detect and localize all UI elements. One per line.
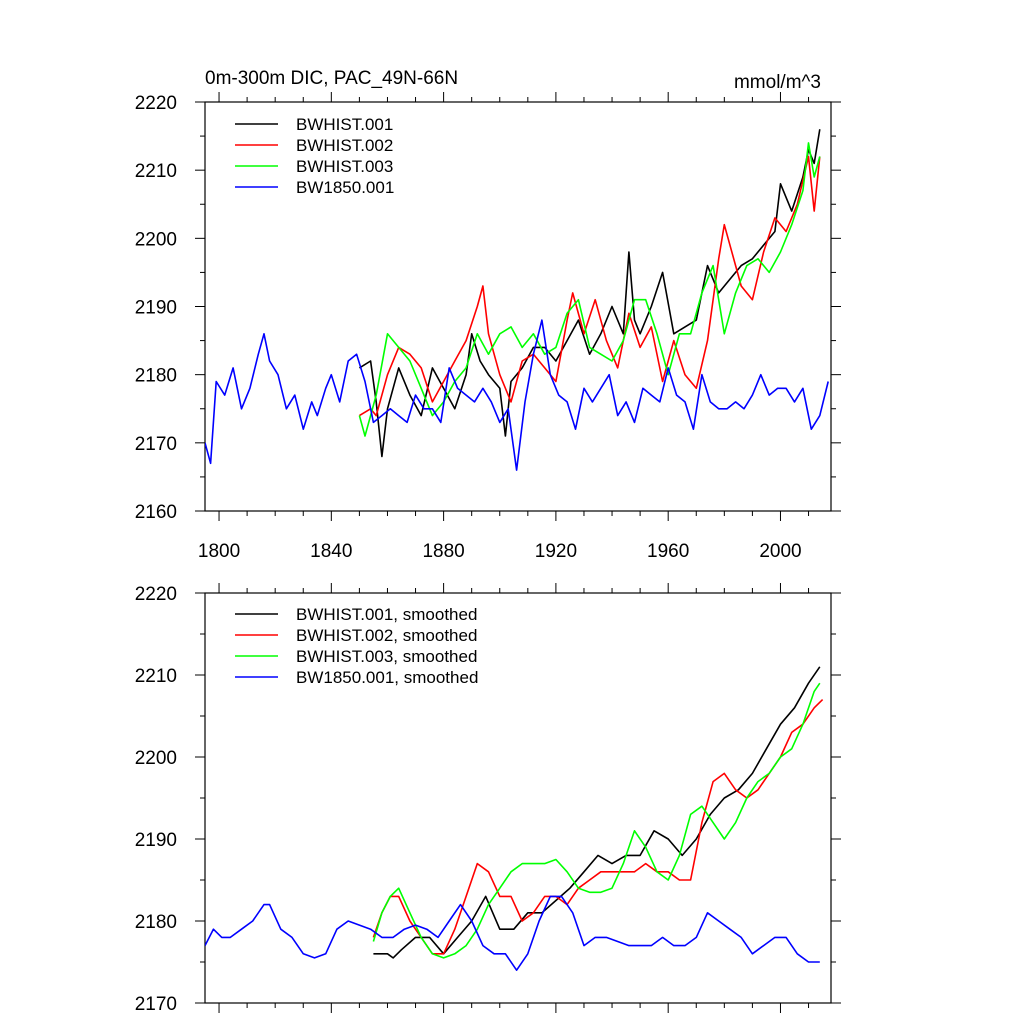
bottom-y-tick-label: 2190 — [135, 830, 177, 851]
top-series-line-bwhist-002 — [358, 155, 821, 417]
top-x-tick-label: 1960 — [647, 541, 689, 562]
top-panel: 2160 2170 2180 2190 2200 2210 2220 1800 1840 1880… — [135, 68, 841, 562]
bottom-y-tick-label: 2170 — [135, 994, 177, 1015]
bottom-series-line-bw1850-001-smoothed — [205, 895, 820, 971]
top-y-tick-label: 2190 — [135, 298, 177, 319]
top-y-tick-label: 2200 — [135, 229, 177, 250]
top-x-tick-label: 2000 — [759, 541, 801, 562]
bottom-series-line-bwhist-001-smoothed — [373, 666, 821, 959]
bottom-y-tick-label: 2180 — [135, 912, 177, 933]
top-x-tick-label: 1800 — [198, 541, 240, 562]
top-x-tick-label: 1840 — [310, 541, 352, 562]
bottom-y-tick-label: 2200 — [135, 748, 177, 769]
top-y-tick-label: 2180 — [135, 366, 177, 387]
bottom-series-line-bwhist-002-smoothed — [372, 699, 824, 955]
top-legend-label: BW1850.001 — [296, 178, 394, 197]
top-y-tick-label: 2160 — [135, 502, 177, 523]
bottom-legend-label: BWHIST.001, smoothed — [296, 605, 477, 624]
top-legend-label: BWHIST.001 — [296, 115, 393, 134]
top-legend-label: BWHIST.003 — [296, 157, 393, 176]
bottom-legend-label: BWHIST.003, smoothed — [296, 647, 477, 666]
bottom-y-tick-label: 2220 — [135, 584, 177, 605]
top-y-tick-label: 2170 — [135, 434, 177, 455]
bottom-panel: 2170 2180 2190 2200 2210 2220 BWHIST.001, smoo… — [135, 583, 841, 1015]
top-y-tick-label: 2220 — [135, 93, 177, 114]
top-legend-label: BWHIST.002 — [296, 136, 393, 155]
bottom-legend-label: BWHIST.002, smoothed — [296, 626, 477, 645]
top-y-tick-label: 2210 — [135, 161, 177, 182]
bottom-legend-label: BW1850.001, smoothed — [296, 668, 478, 687]
top-series-line-bwhist-001 — [358, 129, 821, 458]
units-label: mmol/m^3 — [734, 72, 821, 93]
bottom-series-line-bwhist-003-smoothed — [372, 682, 821, 959]
top-x-tick-label: 1880 — [422, 541, 464, 562]
top-series-line-bw1850-001 — [205, 319, 829, 471]
bottom-y-tick-label: 2210 — [135, 666, 177, 687]
top-x-tick-label: 1920 — [535, 541, 577, 562]
chart-title: 0m-300m DIC, PAC_49N-66N — [205, 68, 458, 89]
